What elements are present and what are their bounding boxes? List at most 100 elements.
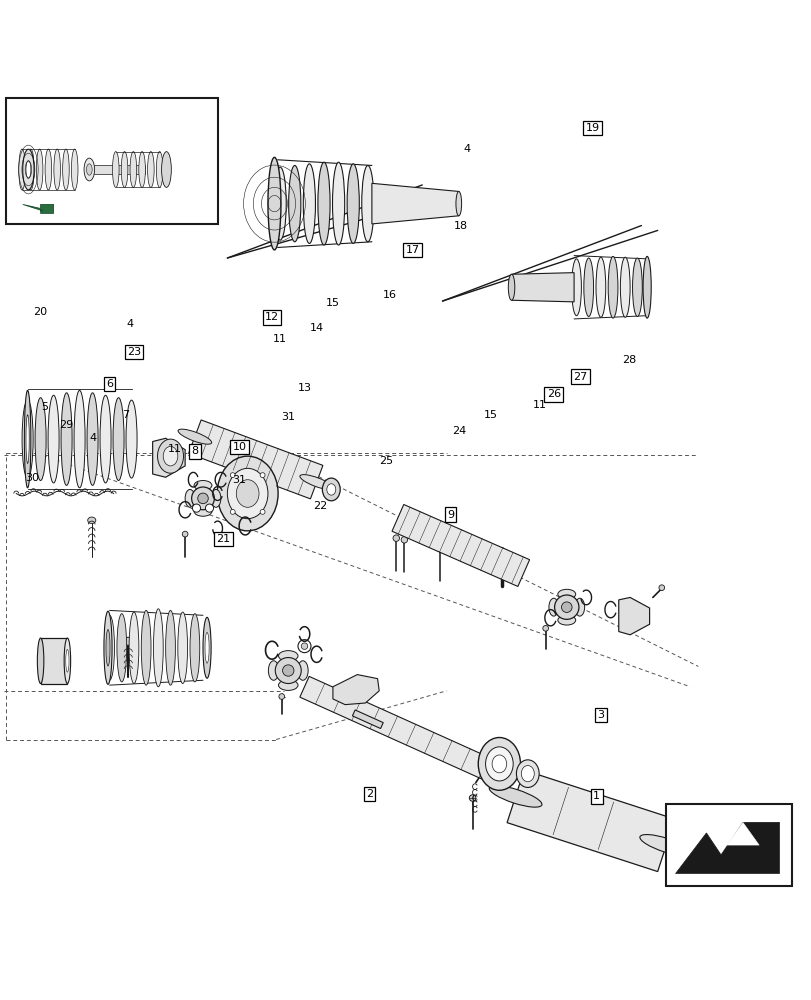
Ellipse shape [542, 625, 548, 631]
Text: 19: 19 [585, 123, 599, 133]
Ellipse shape [211, 489, 221, 507]
Ellipse shape [19, 149, 25, 190]
Ellipse shape [607, 256, 617, 318]
Ellipse shape [333, 162, 344, 245]
Text: 6: 6 [106, 379, 113, 389]
Ellipse shape [157, 152, 163, 187]
Ellipse shape [54, 149, 60, 190]
Polygon shape [299, 676, 504, 785]
Ellipse shape [298, 640, 311, 653]
Ellipse shape [230, 473, 235, 478]
Polygon shape [392, 504, 529, 586]
Ellipse shape [24, 390, 31, 488]
Text: 10: 10 [232, 442, 247, 452]
Ellipse shape [301, 643, 307, 649]
Ellipse shape [557, 615, 575, 625]
Ellipse shape [198, 493, 208, 504]
Ellipse shape [659, 585, 663, 591]
Ellipse shape [161, 152, 171, 187]
Ellipse shape [148, 152, 154, 187]
Ellipse shape [84, 158, 94, 181]
Ellipse shape [191, 487, 214, 510]
Ellipse shape [105, 615, 114, 680]
Text: 11: 11 [532, 400, 547, 410]
Ellipse shape [560, 602, 571, 612]
Text: 2: 2 [366, 789, 372, 799]
Ellipse shape [194, 506, 212, 516]
Ellipse shape [289, 165, 300, 242]
Text: 4: 4 [463, 144, 470, 154]
Polygon shape [23, 204, 54, 213]
Text: 8: 8 [191, 446, 198, 456]
Ellipse shape [178, 429, 212, 444]
Ellipse shape [583, 258, 593, 316]
Ellipse shape [61, 393, 72, 485]
Ellipse shape [393, 535, 399, 541]
Text: 27: 27 [573, 372, 587, 382]
Ellipse shape [113, 152, 119, 187]
Text: 12: 12 [264, 312, 279, 322]
Polygon shape [506, 770, 674, 872]
Text: 11: 11 [272, 334, 287, 344]
Ellipse shape [37, 638, 44, 684]
Bar [92, 165, 145, 174]
Text: 17: 17 [405, 245, 419, 255]
Text: 7: 7 [122, 410, 129, 420]
Ellipse shape [297, 661, 308, 680]
Polygon shape [726, 822, 758, 845]
Ellipse shape [165, 610, 175, 685]
Ellipse shape [278, 680, 298, 690]
Ellipse shape [521, 766, 534, 782]
Ellipse shape [483, 763, 488, 770]
Ellipse shape [178, 612, 187, 684]
Text: 23: 23 [127, 347, 141, 357]
Text: 31: 31 [232, 475, 247, 485]
Ellipse shape [104, 611, 112, 684]
Ellipse shape [554, 595, 578, 619]
Text: 15: 15 [483, 410, 498, 420]
Polygon shape [511, 273, 573, 302]
Ellipse shape [574, 598, 584, 616]
Ellipse shape [129, 612, 139, 684]
Ellipse shape [35, 398, 46, 481]
Ellipse shape [620, 257, 629, 317]
Ellipse shape [153, 609, 163, 687]
Ellipse shape [508, 274, 514, 300]
Polygon shape [152, 438, 185, 477]
Text: 31: 31 [281, 412, 295, 422]
Bar [665, 804, 791, 886]
Ellipse shape [275, 658, 301, 684]
Text: 9: 9 [447, 510, 453, 520]
Ellipse shape [66, 649, 69, 672]
Ellipse shape [268, 157, 281, 250]
Ellipse shape [436, 545, 443, 552]
Ellipse shape [185, 489, 195, 507]
Ellipse shape [126, 400, 137, 478]
Ellipse shape [485, 747, 513, 781]
Ellipse shape [124, 637, 132, 645]
Text: 30: 30 [25, 473, 40, 483]
Ellipse shape [22, 400, 33, 478]
Polygon shape [352, 710, 383, 729]
Ellipse shape [157, 439, 183, 473]
Ellipse shape [113, 398, 124, 481]
Ellipse shape [489, 786, 541, 807]
Ellipse shape [217, 456, 277, 531]
Ellipse shape [260, 509, 264, 514]
Text: 14: 14 [309, 323, 324, 333]
Ellipse shape [48, 395, 59, 483]
Ellipse shape [401, 537, 407, 543]
Ellipse shape [642, 256, 650, 318]
Ellipse shape [192, 504, 200, 512]
Ellipse shape [230, 509, 235, 514]
Ellipse shape [86, 164, 92, 175]
Text: 28: 28 [621, 355, 636, 365]
Ellipse shape [455, 191, 461, 216]
Ellipse shape [260, 473, 264, 478]
Ellipse shape [182, 531, 188, 537]
Text: 29: 29 [59, 420, 74, 430]
Ellipse shape [498, 548, 504, 553]
Ellipse shape [190, 614, 200, 682]
Text: 4: 4 [90, 433, 97, 443]
Ellipse shape [639, 835, 692, 856]
